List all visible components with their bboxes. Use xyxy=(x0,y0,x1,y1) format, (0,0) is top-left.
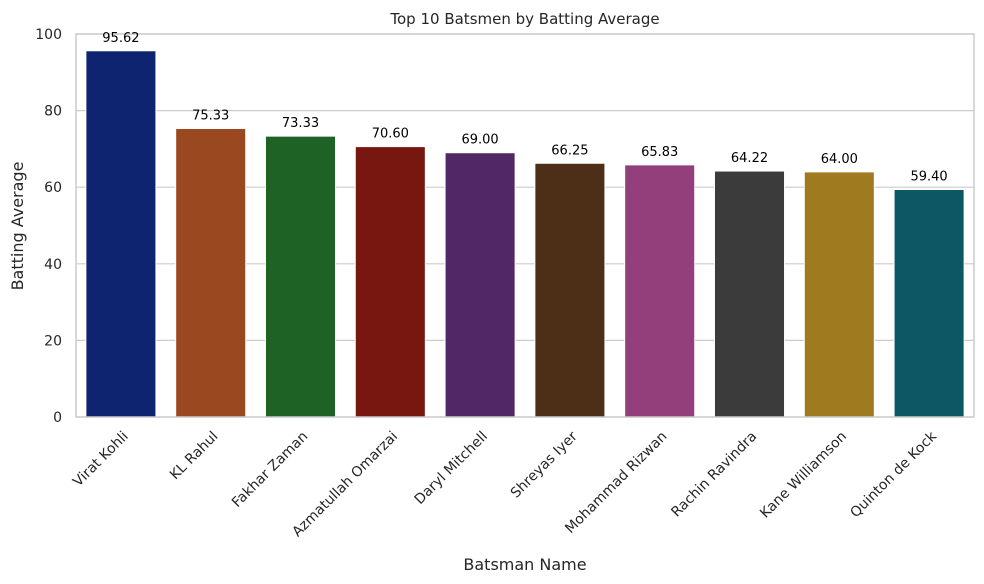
x-tick-label: Azmatullah Omarzai xyxy=(289,429,401,541)
y-tick-label: 80 xyxy=(44,104,62,120)
x-tick-label: Rachin Ravindra xyxy=(668,429,760,521)
bar xyxy=(624,164,696,418)
bar xyxy=(803,171,875,418)
bar-value-label: 64.00 xyxy=(821,152,858,167)
y-tick-label: 60 xyxy=(44,180,62,196)
x-tick-label: Virat Kohli xyxy=(70,429,132,491)
chart-title: Top 10 Batsmen by Batting Average xyxy=(389,10,659,28)
bar xyxy=(893,188,965,418)
x-tick-label: Kane Williamson xyxy=(757,429,850,522)
bar-value-label: 66.25 xyxy=(551,143,588,158)
bar-layer xyxy=(85,50,965,418)
x-tick-label: Fakhar Zaman xyxy=(229,429,311,511)
y-tick-label: 40 xyxy=(44,257,62,273)
bar-value-labels: 95.62 75.33 73.33 70.60 69.00 66.25 65.83 64.22… xyxy=(102,31,947,185)
bar-value-label: 73.33 xyxy=(282,116,319,131)
bar xyxy=(264,135,337,418)
x-tick-label: Shreyas Iyer xyxy=(508,428,581,501)
y-tick-labels: 0 20 40 60 80 100 xyxy=(35,27,62,426)
y-tick-label: 20 xyxy=(44,333,62,349)
x-axis-title: Batsman Name xyxy=(463,555,586,574)
bar xyxy=(534,162,606,418)
bar-value-label: 95.62 xyxy=(102,31,139,46)
bar xyxy=(85,50,157,418)
y-tick-label: 0 xyxy=(53,410,62,426)
x-tick-label: KL Rahul xyxy=(167,429,222,484)
y-tick-label: 100 xyxy=(35,27,62,43)
x-tick-label: Daryl Mitchell xyxy=(412,429,491,508)
bar-value-label: 70.60 xyxy=(372,127,409,142)
bar-value-label: 59.40 xyxy=(910,169,947,184)
bar xyxy=(354,146,426,418)
bar-value-label: 65.83 xyxy=(641,145,678,160)
y-axis-title: Batting Average xyxy=(8,162,27,291)
bar-value-label: 75.33 xyxy=(192,108,229,123)
bar xyxy=(444,152,516,418)
x-tick-label: Quinton de Kock xyxy=(847,428,940,521)
plot-frame xyxy=(75,33,975,418)
bar-value-label: 64.22 xyxy=(731,151,768,166)
bar-value-label: 69.00 xyxy=(461,133,498,148)
x-tick-label: Mohammad Rizwan xyxy=(562,429,670,537)
bar xyxy=(713,170,786,418)
plot-spines xyxy=(75,33,975,418)
x-tick-labels: Virat Kohli KL Rahul Fakhar ZamanAzmatulla… xyxy=(70,428,940,540)
bar xyxy=(175,127,247,418)
